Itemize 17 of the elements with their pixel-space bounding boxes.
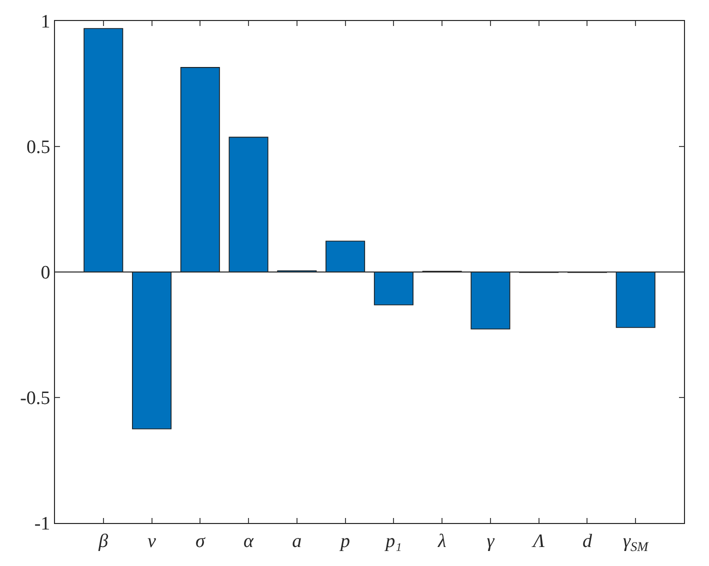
x-tick-label: β (98, 530, 109, 552)
x-tick-label: d (582, 530, 592, 552)
x-tick-label: γ$_{SM}$ (623, 530, 650, 554)
x-tick-label: Λ (531, 530, 546, 552)
y-tick-label: 0 (40, 262, 50, 284)
x-tick-label: p (338, 530, 350, 552)
x-tick-label: p₁ (384, 530, 402, 552)
x-tick-label: λ (436, 530, 446, 552)
x-tick-label: α (244, 530, 255, 552)
y-tick-label: 1 (40, 12, 50, 33)
x-tick-label: ν (148, 530, 157, 552)
x-tick-label: a (292, 530, 302, 552)
y-tick-label: -0.5 (20, 388, 50, 410)
x-tick-label: σ (195, 530, 206, 552)
y-tick-label: 0.5 (26, 137, 50, 158)
y-tick-label: -1 (34, 514, 50, 535)
x-tick-label: γ (486, 530, 495, 552)
